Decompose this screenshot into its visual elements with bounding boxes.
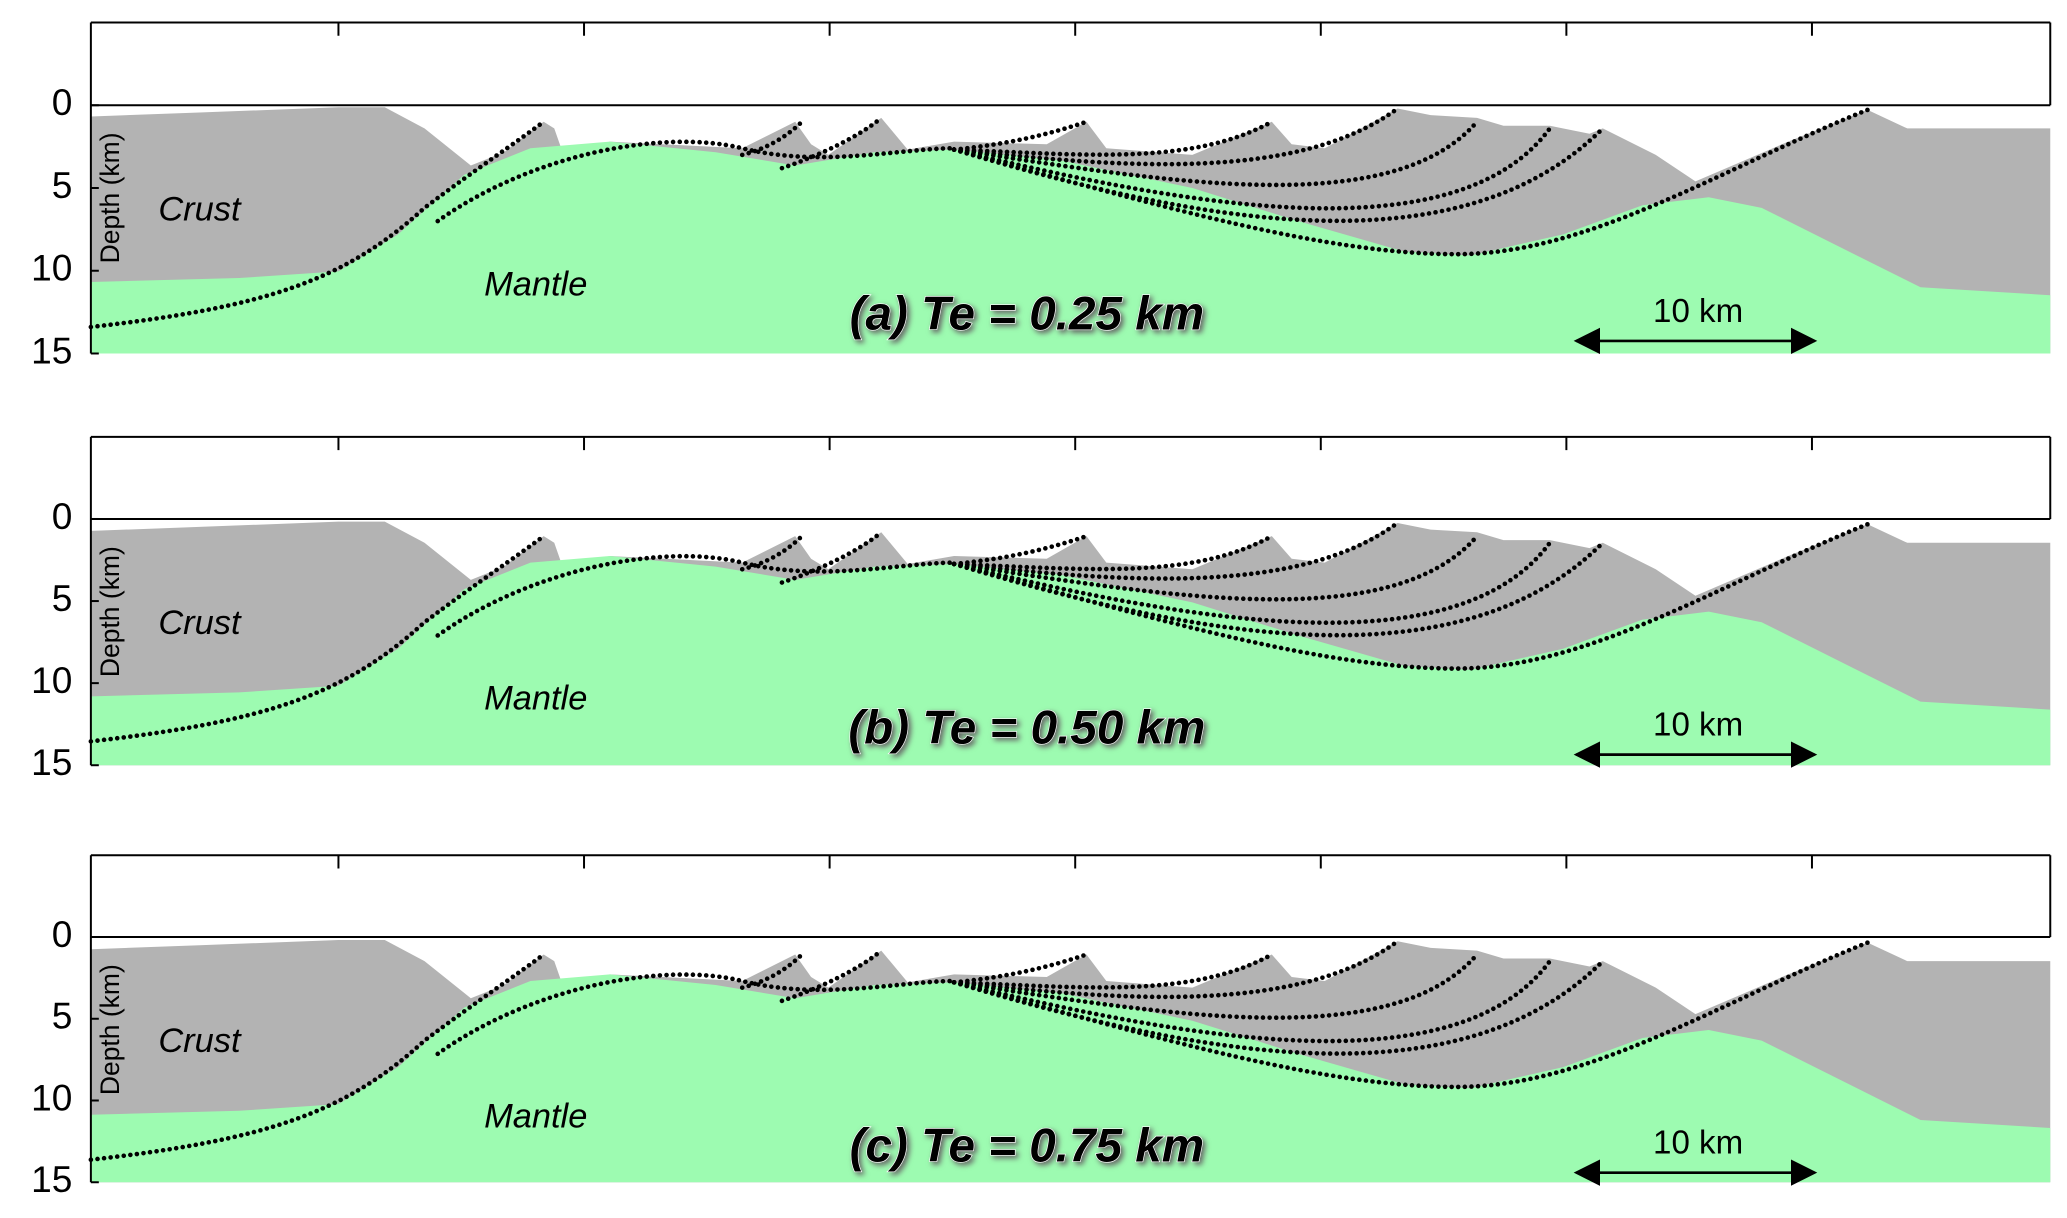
scale-label: 10 km bbox=[1653, 707, 1743, 744]
fault-line bbox=[951, 540, 1553, 626]
fault-line bbox=[951, 940, 1870, 1090]
crust-label: Crust bbox=[158, 604, 242, 642]
fault-line bbox=[435, 972, 957, 1057]
fault-line bbox=[951, 520, 1400, 581]
y-axis-label: Depth (km) bbox=[95, 546, 125, 677]
panel-title: (b) Te = 0.50 km bbox=[848, 701, 1205, 754]
y-tick-label: 0 bbox=[52, 913, 73, 955]
y-tick-label: 0 bbox=[52, 81, 73, 123]
panel: 0 5 10 15 Depth (km) Crust Mantle (b) Te = 0.50… bbox=[31, 435, 2052, 783]
fault-line bbox=[951, 119, 1275, 157]
panel-title: (a) Te = 0.25 km bbox=[850, 288, 1205, 341]
fault-line bbox=[951, 533, 1089, 567]
mantle-label: Mantle bbox=[484, 1097, 587, 1135]
fault-line bbox=[951, 958, 1553, 1044]
fault-line bbox=[435, 553, 957, 638]
section bbox=[88, 938, 2051, 1183]
fault-line bbox=[88, 119, 546, 330]
fault-line bbox=[739, 533, 805, 572]
fault-line bbox=[779, 529, 884, 585]
y-tick-label: 0 bbox=[52, 495, 73, 537]
section bbox=[88, 520, 2051, 766]
fault-line bbox=[779, 948, 884, 1004]
fault-line bbox=[951, 533, 1480, 602]
mantle-label: Mantle bbox=[484, 679, 587, 717]
y-tick-label: 10 bbox=[31, 659, 72, 701]
fault-line bbox=[951, 107, 1870, 257]
mantle-label: Mantle bbox=[484, 266, 587, 304]
fault-line bbox=[951, 533, 1275, 572]
y-axis-label: Depth (km) bbox=[95, 964, 125, 1095]
fault-line bbox=[739, 952, 805, 990]
panel-title: (c) Te = 0.75 km bbox=[850, 1119, 1205, 1172]
fault-line bbox=[951, 938, 1400, 1000]
fault-line bbox=[951, 126, 1553, 211]
fault-line bbox=[951, 119, 1089, 152]
mantle bbox=[90, 141, 2051, 354]
fault-line bbox=[435, 139, 957, 224]
fault-line bbox=[739, 119, 805, 158]
mantle bbox=[90, 974, 2051, 1183]
crust-label: Crust bbox=[158, 190, 242, 228]
fault-line bbox=[951, 106, 1400, 167]
fault-line bbox=[951, 952, 1089, 985]
scale-label: 10 km bbox=[1653, 1125, 1743, 1162]
scale-label: 10 km bbox=[1653, 293, 1743, 330]
y-tick-label: 5 bbox=[52, 164, 73, 206]
fault-line bbox=[951, 521, 1870, 671]
y-tick-label: 15 bbox=[31, 1158, 72, 1200]
fault-line bbox=[88, 533, 546, 744]
y-tick-label: 10 bbox=[31, 1076, 72, 1118]
section bbox=[88, 106, 2051, 354]
panel: 0 5 10 15 Depth (km) Crust Mantle (c) Te = 0.75… bbox=[31, 854, 2052, 1200]
fault-line bbox=[779, 115, 884, 171]
y-tick-label: 5 bbox=[52, 995, 73, 1037]
mantle bbox=[90, 556, 2051, 766]
y-tick-label: 5 bbox=[52, 577, 73, 619]
fault-line bbox=[88, 952, 546, 1163]
fault-line bbox=[951, 952, 1480, 1020]
fault-line bbox=[951, 119, 1480, 188]
y-axis-label: Depth (km) bbox=[95, 132, 125, 263]
crust-label: Crust bbox=[158, 1022, 242, 1060]
fault-line bbox=[951, 952, 1275, 990]
y-tick-label: 10 bbox=[31, 247, 72, 289]
y-tick-label: 15 bbox=[31, 329, 72, 371]
y-tick-label: 15 bbox=[31, 741, 72, 783]
panel: 0 5 10 15 Depth (km) Crust Mantle (a) Te = 0.25… bbox=[31, 21, 2052, 371]
